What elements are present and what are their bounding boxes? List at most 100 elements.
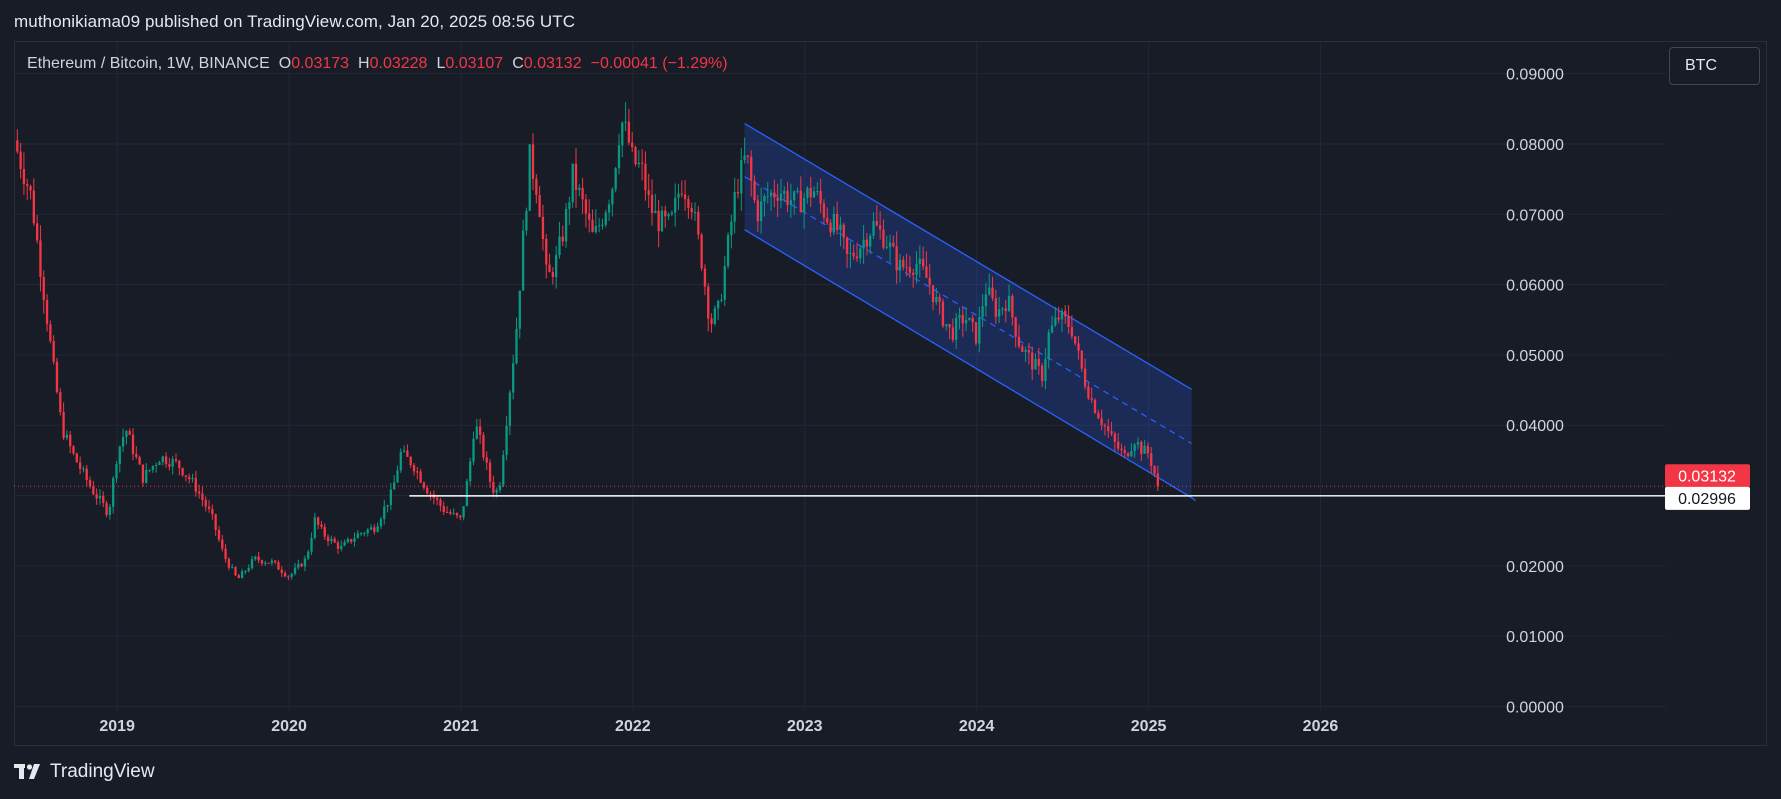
- candle-body: [26, 184, 29, 187]
- candle-body: [670, 212, 674, 215]
- candle-body: [118, 446, 121, 465]
- candle-body: [485, 457, 488, 463]
- candle-body: [640, 162, 644, 164]
- candle-body: [482, 434, 485, 458]
- candle-body: [1017, 336, 1021, 347]
- candle-body: [793, 191, 796, 201]
- candle-body: [373, 527, 376, 532]
- channel-upper-line: [744, 123, 1192, 390]
- last-price-label: 0.03132: [1678, 468, 1736, 485]
- candle-body: [997, 309, 1001, 317]
- candle-body: [366, 529, 369, 534]
- support-price-label-bg: [1665, 486, 1750, 510]
- candle-body: [908, 267, 912, 273]
- candle-body: [746, 155, 750, 157]
- candle-body: [1050, 325, 1054, 333]
- candle-body: [313, 517, 316, 538]
- candle-body: [389, 489, 393, 505]
- candle-body: [736, 192, 740, 194]
- candle-body: [614, 168, 617, 190]
- candle-body: [211, 508, 214, 515]
- candle-body: [1150, 453, 1153, 467]
- candle-body: [488, 462, 492, 482]
- candle-body: [207, 506, 211, 509]
- candle-body: [631, 142, 634, 148]
- candle-body: [885, 246, 888, 248]
- candle-body: [551, 272, 555, 277]
- x-axis-tick-label: 2022: [615, 718, 651, 735]
- candle-body: [69, 434, 72, 447]
- candle-body: [700, 234, 703, 269]
- candle-body: [931, 285, 935, 303]
- y-axis-tick-label: 0.00000: [1506, 699, 1564, 716]
- candle-body: [154, 465, 158, 467]
- candle-body: [316, 517, 320, 525]
- candle-body: [221, 539, 224, 549]
- candle-body: [164, 456, 168, 465]
- candle-body: [508, 392, 512, 426]
- candle-body: [588, 213, 591, 220]
- candle-body: [22, 169, 26, 185]
- candle-body: [19, 151, 22, 170]
- candle-body: [1001, 308, 1004, 310]
- candle-body: [92, 486, 95, 495]
- candle-body: [350, 539, 353, 542]
- candle-body: [435, 497, 439, 500]
- candle-body: [882, 229, 885, 248]
- candle-body: [42, 276, 45, 301]
- candle-body: [951, 327, 955, 340]
- candle-body: [512, 363, 515, 393]
- candle-body: [277, 562, 280, 570]
- candle-body: [964, 320, 968, 324]
- candle-body: [254, 556, 257, 560]
- candle-body: [1074, 336, 1077, 344]
- candle-body: [1047, 332, 1050, 360]
- candle-body: [32, 190, 35, 224]
- candle-body: [859, 248, 862, 259]
- tradingview-logo-icon: [14, 764, 40, 779]
- candle-body: [201, 493, 204, 501]
- candle-body: [168, 464, 171, 467]
- close-label: C: [512, 55, 524, 72]
- candle-body: [1057, 317, 1060, 320]
- open-label: O: [278, 55, 292, 72]
- x-axis-tick-label: 2023: [787, 718, 823, 735]
- candle-body: [842, 224, 845, 238]
- candle-body: [330, 538, 333, 542]
- candle-body: [1110, 431, 1113, 434]
- candle-body: [1143, 445, 1146, 454]
- tradingview-brand[interactable]: TradingView: [14, 761, 155, 783]
- candle-body: [293, 567, 297, 574]
- candle-body: [16, 140, 19, 152]
- candle-body: [65, 434, 69, 438]
- candle-body: [786, 190, 789, 206]
- candle-body: [72, 446, 75, 454]
- candle-body: [363, 533, 366, 535]
- candle-body: [753, 180, 756, 201]
- candle-body: [991, 287, 994, 299]
- candle-body: [320, 524, 323, 527]
- candle-body: [852, 252, 855, 257]
- candle-body: [1011, 296, 1014, 318]
- currency-button[interactable]: BTC: [1669, 47, 1760, 85]
- candle-body: [426, 487, 429, 494]
- candle-body: [591, 219, 594, 232]
- candle-body: [267, 562, 270, 564]
- candle-body: [478, 426, 482, 435]
- candle-body: [105, 503, 108, 515]
- candle-body: [158, 462, 161, 466]
- candle-body: [181, 468, 184, 476]
- candle-body: [307, 551, 310, 559]
- candle-body: [300, 563, 303, 567]
- candle-body: [98, 495, 102, 499]
- candle-body: [634, 147, 637, 165]
- candle-body: [234, 567, 237, 576]
- candle-body: [416, 471, 419, 473]
- candle-body: [750, 156, 753, 181]
- candle-body: [264, 562, 267, 564]
- candle-body: [35, 223, 39, 241]
- candle-body: [59, 392, 62, 412]
- candle-body: [280, 569, 283, 573]
- candle-body: [459, 515, 462, 518]
